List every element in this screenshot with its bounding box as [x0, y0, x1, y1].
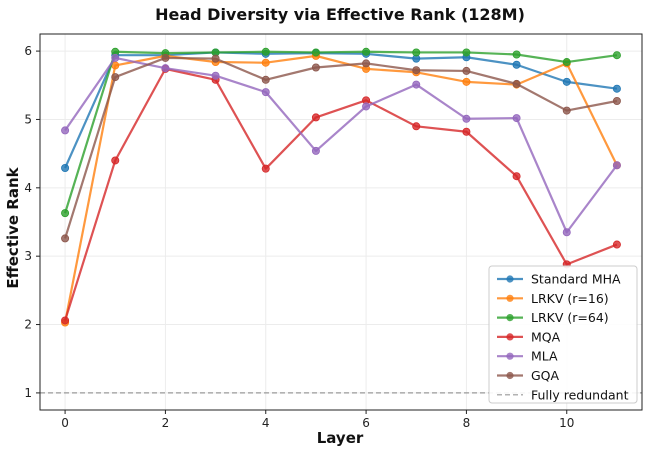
legend-box	[488, 265, 638, 404]
legend-label: Fully redundant	[531, 387, 629, 402]
chart-title: Head Diversity via Effective Rank (128M)	[155, 5, 525, 24]
x-tick-label: 2	[162, 416, 170, 430]
y-axis-title: Effective Rank	[4, 166, 22, 288]
y-tick-label: 6	[24, 44, 32, 58]
data-point	[311, 146, 320, 155]
data-point	[412, 48, 421, 57]
x-tick-label: 0	[61, 416, 69, 430]
y-axis: 1 2 3 4 5 6	[24, 44, 40, 400]
legend-label: LRKV (r=64)	[531, 310, 609, 325]
x-tick-label: 6	[362, 416, 370, 430]
data-point	[462, 66, 471, 75]
series-line	[64, 51, 618, 169]
data-point	[111, 53, 120, 62]
data-point	[211, 71, 220, 80]
data-point	[512, 114, 521, 123]
y-tick-label: 4	[24, 181, 32, 195]
legend-label: MQA	[531, 329, 561, 344]
legend-marker	[506, 275, 514, 283]
data-point	[111, 156, 120, 165]
data-point	[311, 113, 320, 122]
data-point	[562, 106, 571, 115]
data-point	[512, 60, 521, 69]
data-point	[161, 64, 170, 73]
x-axis: 0 2 4 6 8 10	[61, 410, 574, 430]
data-point	[562, 77, 571, 86]
legend-entry: GQA	[497, 368, 560, 383]
data-point	[562, 58, 571, 67]
data-point	[111, 73, 120, 82]
data-point	[211, 54, 220, 63]
data-point	[261, 58, 270, 67]
data-point	[61, 234, 70, 243]
data-point	[311, 63, 320, 72]
legend-entry: Standard MHA	[497, 272, 621, 287]
data-point	[462, 114, 471, 123]
series-line	[64, 67, 618, 321]
data-point	[362, 47, 371, 56]
data-point	[311, 48, 320, 57]
data-point	[462, 48, 471, 57]
data-point	[61, 316, 70, 325]
data-point	[61, 209, 70, 218]
data-point	[261, 164, 270, 173]
legend-label: MLA	[531, 349, 558, 364]
legend-entry: MLA	[497, 349, 558, 364]
y-tick-label: 2	[24, 318, 32, 332]
series-lrkv-r-64	[61, 47, 621, 218]
series-layer	[61, 47, 621, 327]
series-line	[64, 56, 618, 239]
data-point	[462, 127, 471, 136]
legend-marker	[506, 314, 514, 322]
legend-entry: LRKV (r=16)	[497, 291, 609, 306]
data-point	[612, 240, 621, 249]
series-mla	[61, 53, 621, 237]
data-point	[612, 51, 621, 60]
series-line	[64, 56, 618, 234]
series-gqa	[61, 53, 621, 243]
data-point	[261, 47, 270, 56]
data-point	[61, 163, 70, 172]
data-point	[562, 228, 571, 237]
legend-marker	[506, 333, 514, 341]
legend: Standard MHA LRKV (r=16) LRKV (r=64) MQA MLA…	[488, 265, 638, 404]
series-line	[64, 50, 618, 214]
data-point	[512, 79, 521, 88]
legend-label: LRKV (r=16)	[531, 291, 609, 306]
data-point	[61, 126, 70, 135]
series-standard-mha	[61, 48, 621, 172]
data-point	[512, 172, 521, 181]
data-point	[412, 122, 421, 131]
legend-label: Standard MHA	[531, 272, 621, 287]
data-point	[612, 84, 621, 93]
x-tick-label: 10	[559, 416, 574, 430]
legend-marker	[506, 294, 514, 302]
data-point	[261, 88, 270, 97]
data-point	[362, 59, 371, 68]
x-tick-label: 4	[262, 416, 270, 430]
y-tick-label: 3	[24, 249, 32, 263]
legend-marker	[506, 352, 514, 360]
data-point	[612, 96, 621, 105]
legend-marker	[506, 371, 514, 380]
y-tick-label: 1	[24, 386, 32, 400]
data-point	[261, 75, 270, 84]
series-line	[64, 54, 618, 323]
data-point	[512, 50, 521, 59]
legend-entry: Fully redundant	[497, 387, 629, 402]
y-tick-label: 5	[24, 112, 32, 126]
data-point	[412, 66, 421, 75]
data-point	[412, 80, 421, 89]
data-point	[161, 53, 170, 62]
x-tick-label: 8	[463, 416, 471, 430]
data-point	[362, 102, 371, 111]
legend-entry: LRKV (r=64)	[497, 310, 609, 325]
x-axis-title: Layer	[317, 429, 364, 447]
legend-label: GQA	[531, 368, 560, 383]
data-point	[612, 161, 621, 170]
data-point	[462, 77, 471, 86]
legend-entry: MQA	[497, 329, 561, 344]
plot-frame	[39, 33, 643, 411]
